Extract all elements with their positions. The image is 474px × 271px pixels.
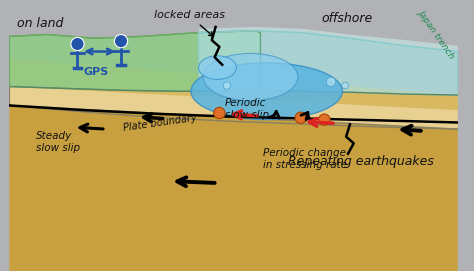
- Text: Plate boundary: Plate boundary: [123, 113, 198, 133]
- Polygon shape: [199, 31, 458, 95]
- Polygon shape: [199, 27, 458, 51]
- Circle shape: [223, 82, 231, 89]
- Polygon shape: [9, 58, 458, 129]
- Ellipse shape: [203, 53, 298, 101]
- Text: Repeating earthquakes: Repeating earthquakes: [289, 155, 434, 168]
- Text: Steady
slow slip: Steady slow slip: [36, 131, 80, 153]
- Text: on land: on land: [17, 17, 64, 30]
- Circle shape: [71, 37, 84, 51]
- Circle shape: [214, 107, 225, 119]
- Circle shape: [295, 112, 306, 123]
- Text: Japan trench: Japan trench: [417, 8, 457, 60]
- Polygon shape: [9, 31, 260, 91]
- Text: GPS: GPS: [83, 67, 109, 77]
- Ellipse shape: [191, 63, 342, 120]
- Text: Periodic change
in stressing rate: Periodic change in stressing rate: [263, 148, 347, 170]
- Text: offshore: offshore: [321, 12, 373, 25]
- Circle shape: [114, 34, 128, 48]
- Circle shape: [326, 77, 336, 86]
- Ellipse shape: [199, 56, 237, 79]
- Polygon shape: [9, 105, 458, 271]
- Text: locked areas: locked areas: [154, 10, 225, 36]
- Polygon shape: [9, 58, 458, 110]
- Circle shape: [319, 114, 330, 125]
- Circle shape: [342, 82, 348, 89]
- Text: Periodic
slow slip: Periodic slow slip: [225, 98, 269, 120]
